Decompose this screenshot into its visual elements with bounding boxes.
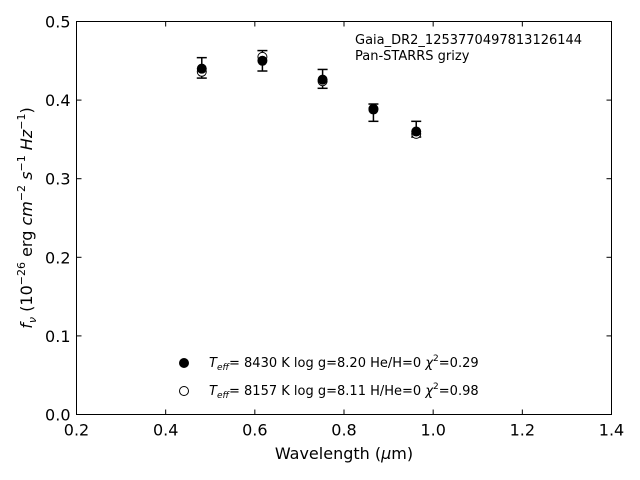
y-tick-label: 0.2 [45, 248, 70, 267]
x-tick-label: 1.2 [510, 421, 535, 440]
point-model-1 [368, 103, 379, 114]
y-tick-label: 0.5 [45, 13, 70, 32]
x-tick-label: 1.0 [420, 421, 445, 440]
point-model-1 [196, 63, 207, 74]
y-tick-label: 0.3 [45, 170, 70, 189]
legend-marker-filled [179, 358, 189, 368]
x-axis-label: Wavelength (μm) [275, 444, 413, 463]
y-tick-label: 0.4 [45, 91, 70, 110]
y-axis-label: fν (10−26 erg cm−2 s−1 Hz−1) [15, 107, 39, 328]
y-tick-label: 0.0 [45, 406, 70, 425]
x-tick-label: 1.4 [599, 421, 624, 440]
axis-ticks [76, 21, 612, 415]
y-tick-label: 0.1 [45, 327, 70, 346]
x-tick-label: 0.2 [64, 421, 89, 440]
x-tick-label: 0.4 [153, 421, 178, 440]
annotation-object-id: Gaia_DR2_1253770497813126144 [355, 33, 582, 48]
model-points [196, 51, 422, 139]
point-model-1 [411, 126, 422, 137]
legend-entry-2: Teff= 8157 K log g=8.11 H/He=0 χ2=0.98 [209, 382, 479, 401]
legend: Teff= 8430 K log g=8.20 He/H=0 χ2=0.29 T… [179, 354, 479, 401]
legend-entry-1: Teff= 8430 K log g=8.20 He/H=0 χ2=0.29 [209, 354, 479, 373]
point-model-1 [257, 55, 268, 66]
x-tick-label: 0.6 [242, 421, 267, 440]
legend-marker-open [179, 386, 189, 396]
x-tick-label: 0.8 [331, 421, 356, 440]
point-model-1 [317, 74, 328, 85]
annotation-photometry: Pan-STARRS grizy [355, 49, 470, 64]
axis-tick-labels: 0.2 0.4 0.6 0.8 1.0 1.2 1.4 0.0 0.1 0.2 0.3 0.4 0.5 [45, 13, 624, 440]
